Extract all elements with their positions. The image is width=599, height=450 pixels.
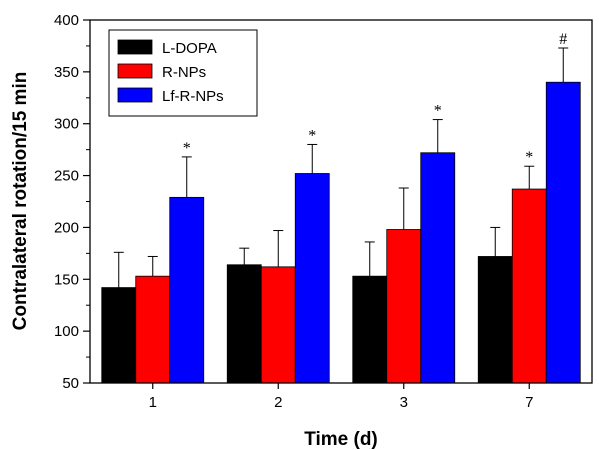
error-bars-layer (113, 47, 569, 288)
legend-label-r-nps: R-NPs (162, 64, 206, 81)
x-tick-label-2: 2 (274, 394, 282, 411)
y-tick-label-300: 300 (54, 116, 79, 133)
y-tick-label-50: 50 (62, 375, 79, 392)
legend: L-DOPA R-NPs Lf-R-NPs (108, 29, 258, 117)
legend-swatch-l-dopa (117, 39, 153, 55)
y-tick-label-350: 350 (54, 64, 79, 81)
bar-l-dopa-2 (226, 264, 262, 384)
y-axis: 50 100 150 200 250 300 350 400 (54, 12, 90, 392)
bar-lf-r-nps-3 (420, 152, 456, 384)
legend-swatch-lf-r-nps (117, 87, 153, 103)
x-tick-label-7: 7 (525, 394, 533, 411)
legend-label-lf-r-nps: Lf-R-NPs (162, 88, 224, 105)
y-tick-label-200: 200 (54, 219, 79, 236)
significance-marker-lf-r-nps-3: * (434, 103, 442, 120)
x-axis-title: Time (d) (304, 429, 378, 450)
y-tick-label-400: 400 (54, 12, 79, 29)
significance-marker-lf-r-nps-7: # (559, 31, 567, 48)
significance-marker-lf-r-nps-2: * (308, 127, 316, 144)
y-tick-label-150: 150 (54, 271, 79, 288)
y-tick-label-100: 100 (54, 323, 79, 340)
x-tick-label-3: 3 (400, 394, 408, 411)
bar-r-nps-7 (511, 188, 547, 384)
bar-lf-r-nps-2 (294, 173, 330, 384)
bar-r-nps-2 (260, 266, 296, 384)
y-axis-title: Contralateral rotation/15 min (10, 72, 31, 331)
bar-r-nps-3 (386, 229, 422, 384)
x-tick-label-1: 1 (149, 394, 157, 411)
significance-marker-r-nps-7: * (525, 149, 533, 166)
y-tick-label-250: 250 (54, 168, 79, 185)
legend-swatch-r-nps (117, 63, 153, 79)
bar-r-nps-1 (135, 275, 171, 384)
bar-lf-r-nps-7 (545, 81, 581, 384)
bar-lf-r-nps-1 (169, 196, 205, 384)
legend-label-l-dopa: L-DOPA (162, 40, 217, 57)
x-axis: 1 2 3 7 (149, 383, 533, 411)
bar-l-dopa-7 (477, 256, 513, 384)
significance-marker-lf-r-nps-1: * (183, 140, 191, 157)
significance-markers-layer: * * * * # (183, 31, 568, 166)
bars-layer (101, 81, 581, 384)
bar-l-dopa-1 (101, 287, 137, 384)
bar-l-dopa-3 (352, 275, 388, 384)
